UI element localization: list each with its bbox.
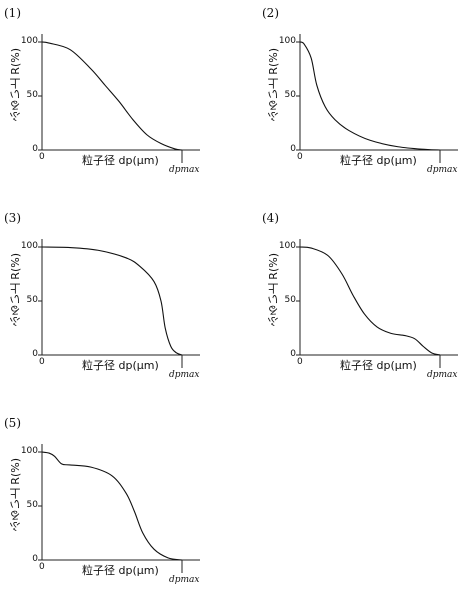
y-tick-label: 50 — [284, 295, 296, 305]
y-tick-label: 50 — [26, 295, 38, 305]
residue-curve — [299, 246, 441, 356]
residue-curve — [299, 41, 441, 151]
x-axis-label: 粒子径 dp(μm) — [82, 154, 159, 167]
x-axis-label: 粒子径 dp(μm) — [82, 564, 159, 577]
y-tick-label: 0 — [290, 144, 296, 154]
x-axis-label: 粒子径 dp(μm) — [340, 359, 417, 372]
y-tick-label: 100 — [20, 36, 38, 46]
y-tick-label: 100 — [278, 241, 296, 251]
y-tick-label: 0 — [32, 349, 38, 359]
x-max-label: dpmax — [427, 370, 458, 380]
chart-panel: (3) ふるい上 R(%) 100 50 0 0 粒子径 dp(μm) dpmax — [0, 205, 206, 395]
y-tick-label: 0 — [290, 349, 296, 359]
panel-label: (3) — [4, 211, 21, 225]
y-tick-label: 50 — [284, 90, 296, 100]
x-axis-label: 粒子径 dp(μm) — [82, 359, 159, 372]
x-max-label: dpmax — [169, 575, 200, 585]
y-tick-label: 0 — [32, 554, 38, 564]
residue-curve — [41, 451, 183, 561]
x-origin-label: 0 — [39, 357, 45, 367]
residue-curve — [41, 41, 183, 151]
plot-area — [38, 34, 200, 163]
plot-area — [296, 34, 458, 163]
plot-area — [296, 239, 458, 368]
x-axis-label: 粒子径 dp(μm) — [340, 154, 417, 167]
chart-panel: (1) ふるい上 R(%) 100 50 0 0 粒子径 dp(μm) dpmax — [0, 0, 206, 190]
y-tick-label: 100 — [20, 241, 38, 251]
y-tick-label: 50 — [26, 90, 38, 100]
panel-label: (4) — [262, 211, 279, 225]
residue-curve — [41, 246, 183, 356]
plot-area — [38, 239, 200, 368]
x-origin-label: 0 — [39, 562, 45, 572]
chart-panel: (2) ふるい上 R(%) 100 50 0 0 粒子径 dp(μm) dpmax — [258, 0, 464, 190]
panel-label: (2) — [262, 6, 279, 20]
y-tick-label: 100 — [20, 446, 38, 456]
x-origin-label: 0 — [297, 357, 303, 367]
y-tick-label: 0 — [32, 144, 38, 154]
y-tick-label: 100 — [278, 36, 296, 46]
x-max-label: dpmax — [169, 165, 200, 175]
y-tick-label: 50 — [26, 500, 38, 510]
panel-label: (1) — [4, 6, 21, 20]
x-origin-label: 0 — [297, 152, 303, 162]
plot-area — [38, 444, 200, 573]
x-max-label: dpmax — [427, 165, 458, 175]
chart-panel: (4) ふるい上 R(%) 100 50 0 0 粒子径 dp(μm) dpmax — [258, 205, 464, 395]
x-origin-label: 0 — [39, 152, 45, 162]
panel-label: (5) — [4, 416, 21, 430]
x-max-label: dpmax — [169, 370, 200, 380]
chart-panel: (5) ふるい上 R(%) 100 50 0 0 粒子径 dp(μm) dpmax — [0, 410, 206, 600]
